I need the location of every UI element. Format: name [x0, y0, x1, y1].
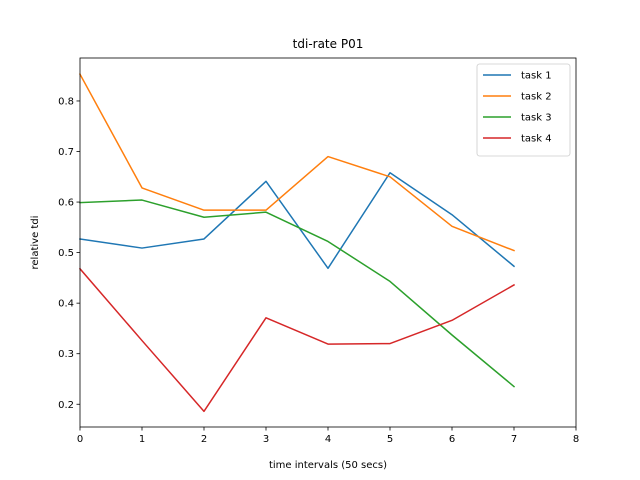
y-axis-label: relative tdi [30, 216, 41, 270]
series-line-task-1 [79, 171, 516, 270]
series-line-task-3 [79, 199, 516, 388]
x-tick-label: 8 [573, 434, 579, 445]
y-tick-label: 0.7 [58, 147, 74, 158]
y-tick-label: 0.5 [58, 248, 74, 259]
x-tick-label: 7 [511, 434, 517, 445]
y-tick-label: 0.3 [58, 349, 74, 360]
x-tick-label: 0 [77, 434, 83, 445]
legend-label: task 1 [521, 71, 552, 82]
x-tick-label: 6 [449, 434, 455, 445]
y-axis: 0.2 0.3 0.4 0.5 0.6 0.7 0.8 [58, 96, 80, 411]
x-tick-label: 1 [139, 434, 145, 445]
x-axis: 0 1 2 3 4 5 6 7 8 [77, 427, 579, 445]
x-tick-label: 5 [387, 434, 393, 445]
x-axis-label: time intervals (50 secs) [269, 460, 387, 471]
legend-label: task 2 [521, 92, 552, 103]
x-tick-label: 4 [325, 434, 331, 445]
legend: task 1 task 2 task 3 task 4 [476, 63, 571, 157]
series-line-task-4 [78, 267, 516, 413]
series-group [78, 73, 516, 413]
chart-title: tdi-rate P01 [293, 37, 364, 51]
legend-box [476, 63, 571, 157]
y-tick-label: 0.2 [58, 400, 74, 411]
x-tick-label: 2 [201, 434, 207, 445]
axes-frame [79, 57, 577, 428]
series-line-task-2 [78, 73, 515, 252]
y-tick-label: 0.6 [58, 198, 74, 209]
y-tick-label: 0.8 [58, 96, 74, 107]
legend-label: task 4 [521, 134, 552, 145]
x-tick-label: 3 [263, 434, 269, 445]
legend-label: task 3 [521, 113, 552, 124]
y-tick-label: 0.4 [58, 299, 74, 310]
